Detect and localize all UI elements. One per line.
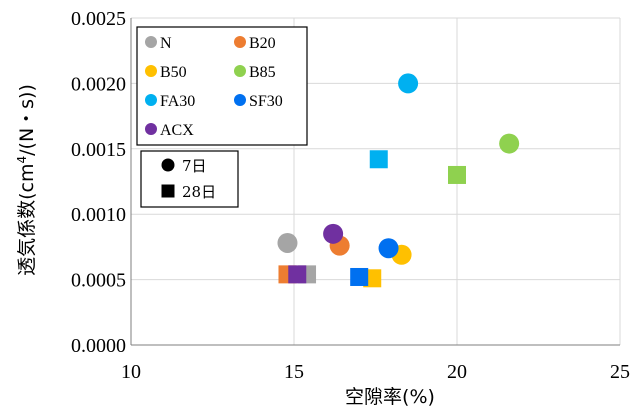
- y-tick-label: 0.0000: [71, 335, 126, 357]
- series-legend-box: [136, 26, 308, 146]
- legend-label-acx: ACX: [160, 122, 194, 139]
- axes: [130, 18, 620, 346]
- legend-marker-b50: [145, 65, 157, 77]
- age-legend-label: 7日: [182, 157, 207, 175]
- point-7d-n: [277, 232, 298, 253]
- x-tick-label: 15: [284, 361, 304, 383]
- y-tick-label: 0.0020: [71, 73, 126, 95]
- age-legend-marker-circle: [161, 158, 175, 172]
- age-legend-box: [140, 150, 239, 208]
- legend-marker-sf30: [234, 94, 246, 106]
- y-axis-title-sup: 4: [15, 156, 29, 164]
- y-tick-label: 0.0025: [71, 8, 126, 30]
- x-tick-label: 25: [610, 361, 630, 383]
- legend-marker-b85: [234, 65, 246, 77]
- age-legend-label: 28日: [182, 183, 216, 201]
- legend-marker-b20: [234, 36, 246, 48]
- legend-label-fa30: FA30: [160, 93, 195, 110]
- point-28d-b85: [448, 165, 466, 184]
- y-tick-label: 0.0005: [71, 270, 126, 292]
- x-axis-title: 空隙率(%): [345, 386, 435, 408]
- point-28d-acx: [288, 265, 307, 284]
- legend-label-n: N: [160, 35, 172, 52]
- point-7d-acx: [323, 223, 344, 244]
- y-axis-title: 透気係数(cm4/(N・s)): [15, 84, 38, 276]
- legend-marker-fa30: [145, 94, 157, 106]
- point-28d-sf30: [350, 267, 369, 286]
- legend-marker-n: [145, 36, 157, 48]
- legend-label-b20: B20: [249, 35, 276, 52]
- series-legend: N B20 B50 B85 FA30 SF30 ACX: [136, 26, 308, 146]
- point-28d-fa30: [369, 150, 388, 169]
- y-tick-label: 0.0010: [71, 204, 126, 226]
- legend-label-sf30: SF30: [249, 93, 283, 110]
- tick-labels: 10 15 20 25 0.0000 0.0005 0.0010 0.0015 0.0020 0.…: [71, 8, 630, 383]
- legend-marker-acx: [145, 123, 157, 135]
- x-tick-label: 20: [447, 361, 467, 383]
- point-7d-b85: [499, 133, 520, 154]
- point-7d-fa30: [398, 73, 419, 94]
- data-points: [277, 73, 520, 288]
- age-legend-marker-square: [161, 184, 175, 198]
- legend-label-b50: B50: [160, 64, 187, 81]
- legend-label-b85: B85: [249, 64, 276, 81]
- svg-text:透気係数(cm4/(N・s)): 透気係数(cm4/(N・s)): [15, 84, 38, 276]
- y-axis-title-tail: /(N・s)): [16, 84, 38, 156]
- point-7d-sf30: [378, 238, 399, 259]
- x-tick-label: 10: [121, 361, 141, 383]
- y-axis-title-main: 透気係数(cm: [16, 164, 38, 276]
- y-tick-label: 0.0015: [71, 139, 126, 161]
